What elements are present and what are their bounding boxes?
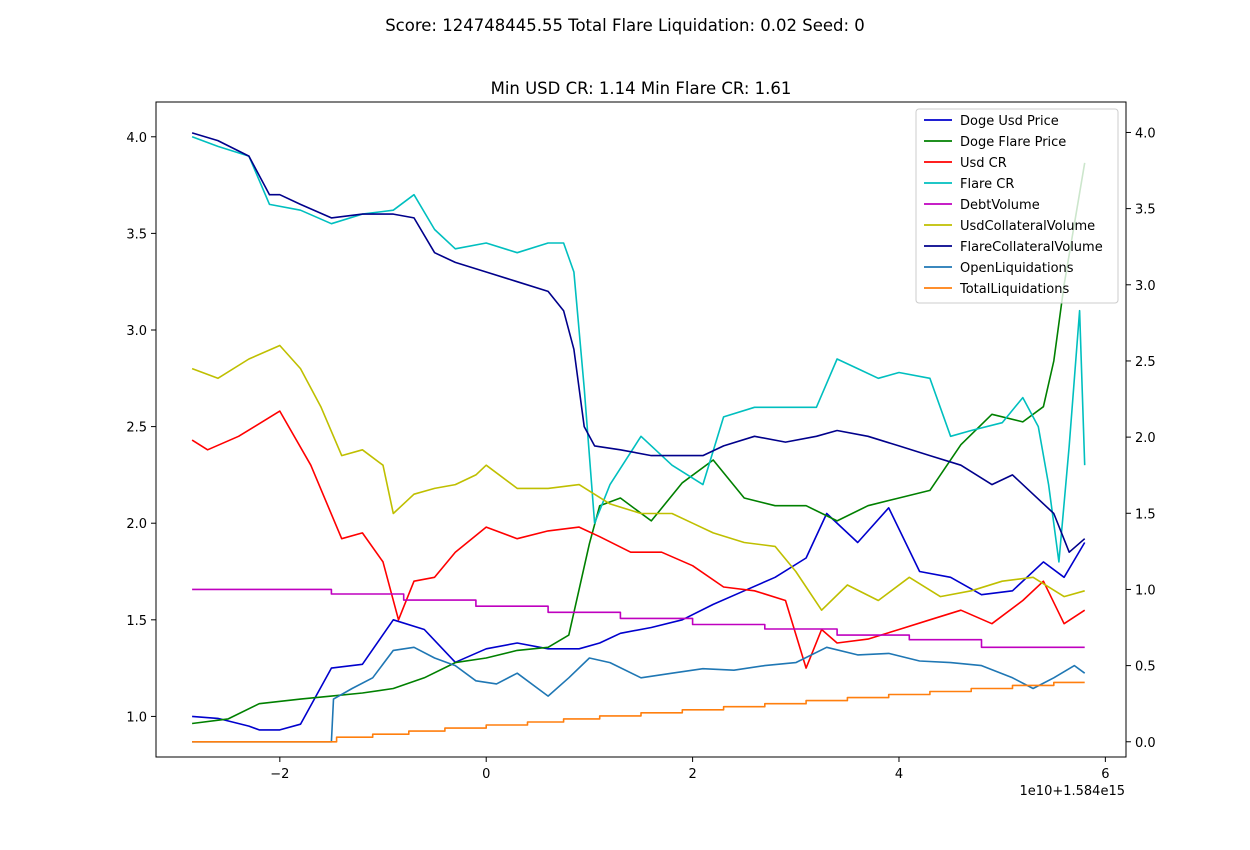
y-right-tick-label: 2.0 <box>1135 431 1156 446</box>
figure-suptitle: Score: 124748445.55 Total Flare Liquidat… <box>385 16 865 35</box>
axes-title: Min USD CR: 1.14 Min Flare CR: 1.61 <box>491 79 792 98</box>
y-left-tick-label: 3.5 <box>126 227 147 242</box>
x-tick-label: 6 <box>1101 767 1109 782</box>
y-left-tick-label: 2.0 <box>126 517 147 532</box>
legend-label-1: Doge Flare Price <box>960 135 1066 150</box>
x-tick-label: 0 <box>482 767 490 782</box>
y-right-tick-label: 2.5 <box>1135 355 1156 370</box>
y-left-tick-label: 4.0 <box>126 131 147 146</box>
series-line-1 <box>191 162 1086 725</box>
y-right-tick-label: 4.0 <box>1135 126 1156 141</box>
y-right-tick-label: 1.5 <box>1135 507 1156 522</box>
legend-box <box>915 108 1119 304</box>
y-right-tick-label: 0.5 <box>1135 660 1156 675</box>
y-right-tick-label: 1.0 <box>1135 583 1156 598</box>
series-line-6 <box>191 132 1086 554</box>
series-line-2 <box>191 410 1086 669</box>
y-right-tick-label: 3.5 <box>1135 203 1156 218</box>
series-line-7 <box>192 646 1086 743</box>
legend-label-2: Usd CR <box>960 156 1007 171</box>
legend-label-7: OpenLiquidations <box>960 261 1074 276</box>
legend-label-6: FlareCollateralVolume <box>960 240 1103 255</box>
series-line-4 <box>192 588 1085 649</box>
y-right-tick-label: 0.0 <box>1135 736 1156 751</box>
y-left-tick-label: 1.0 <box>126 710 147 725</box>
legend-label-4: DebtVolume <box>960 198 1040 213</box>
legend: Doge Usd Price Doge Flare Price Usd CR Flar… <box>915 108 1119 304</box>
legend-label-8: TotalLiquidations <box>959 282 1069 297</box>
ticks-layer: −2 0 2 4 6 1.0 1.5 2.0 2.5 3.0 3.5 4.0 0.0 0.5 1.0 1.5 2… <box>126 126 1155 782</box>
plot-frame <box>155 101 1127 758</box>
series-line-0 <box>192 506 1086 731</box>
series-line-3 <box>191 136 1086 563</box>
y-left-tick-label: 2.5 <box>126 421 147 436</box>
legend-label-5: UsdCollateralVolume <box>960 219 1095 234</box>
series-line-5 <box>191 344 1085 612</box>
x-tick-label: 4 <box>895 767 903 782</box>
x-tick-label: −2 <box>270 767 289 782</box>
legend-label-0: Doge Usd Price <box>960 114 1059 129</box>
x-tick-label: 2 <box>688 767 696 782</box>
x-offset-label: 1e10+1.584e15 <box>1020 784 1125 799</box>
series-layer <box>191 132 1086 743</box>
y-right-tick-label: 3.0 <box>1135 279 1156 294</box>
y-left-tick-label: 1.5 <box>126 614 147 629</box>
legend-label-3: Flare CR <box>960 177 1014 192</box>
series-line-8 <box>192 681 1085 743</box>
y-left-tick-label: 3.0 <box>126 324 147 339</box>
